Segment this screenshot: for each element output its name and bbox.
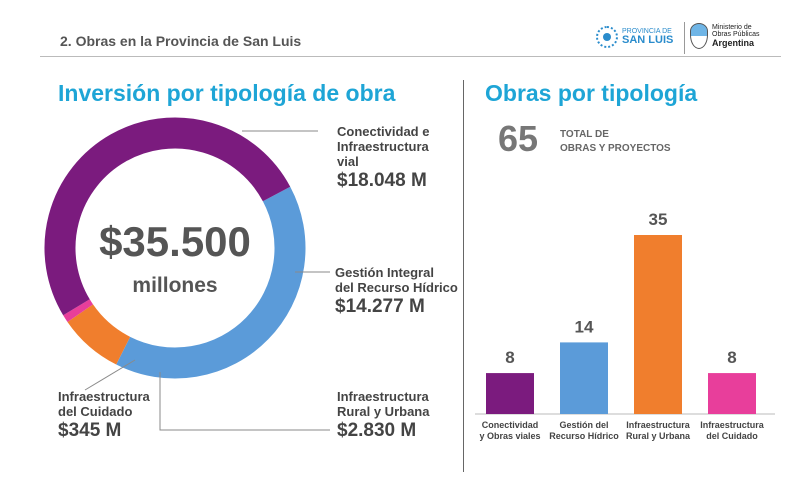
right-panel-title: Obras por tipología [485,80,698,106]
header-divider [40,56,781,57]
category-label-2: Infraestructura Rural y Urbana [626,420,691,441]
callout-recurso-hidrico: Gestión Integral del Recurso Hídrico $14… [335,265,458,319]
callout-rural-urbana-label: Infraestructura Rural y Urbana [337,389,430,419]
sun-icon [596,26,618,48]
total-obras-value: 65 [498,118,539,159]
callout-rural-urbana: Infraestructura Rural y Urbana $2.830 M [337,389,429,443]
coat-of-arms-icon [690,23,708,49]
bar-value-label-3: 8 [727,348,736,367]
logo-ministerio-line1: Ministerio de [712,23,752,31]
callout-conectividad: Conectividad e Infraestructura vial $18.… [337,124,429,193]
donut-slice-rural-urbana [67,303,131,365]
bar-2 [634,235,682,414]
logo-separator [684,22,685,54]
callout-conectividad-value: $18.048 M [337,170,427,191]
obras-bar-chart: 8 Conectividad y Obras viales 14 Gestión del… [475,210,775,441]
bar-1 [560,342,608,414]
callout-cuidado: Infraestructura del Cuidado $345 M [58,389,150,443]
leader-line-cuidado [84,359,136,391]
callout-conectividad-label: Conectividad e Infraestructura vial [337,124,430,169]
page-title: 2. Obras en la Provincia de San Luis [60,33,302,49]
investment-donut-chart [44,117,330,431]
callout-cuidado-value: $345 M [58,420,122,441]
logo-provincia-line1: PROVINCIA DE [622,28,672,35]
donut-center-amount: $35.500 [99,218,251,265]
logo-ministerio-line3: Argentina [712,37,755,48]
bar-value-label-0: 8 [505,348,514,367]
callout-cuidado-label: Infraestructura del Cuidado [58,389,150,419]
donut-slice-cuidado [63,299,94,322]
left-panel-title: Inversión por tipología de obra [58,80,396,106]
callout-recurso-hidrico-value: $14.277 M [335,296,425,317]
category-label-3: Infraestructura del Cuidado [700,420,765,441]
donut-center-unit: millones [132,274,218,297]
bar-value-label-2: 35 [649,210,668,229]
category-label-0: Conectividad y Obras viales [479,420,540,441]
ministerio-logo: Ministerio de Obras Públicas Argentina [690,18,759,54]
provincia-san-luis-logo: PROVINCIA DE SAN LUIS [596,22,673,52]
donut-slice-conectividad [44,117,291,316]
bar-value-label-1: 14 [575,317,594,336]
bar-3 [708,373,756,414]
callout-rural-urbana-value: $2.830 M [337,420,417,441]
bar-0 [486,373,534,414]
donut-slice-recurso-hidrico [116,186,306,379]
callout-recurso-hidrico-label: Gestión Integral del Recurso Hídrico [335,265,458,295]
total-obras-label: TOTAL DE OBRAS Y PROYECTOS [560,129,671,154]
leader-line-rural-urbana [159,372,330,431]
logo-provincia-line2: SAN LUIS [622,34,674,46]
logo-ministerio-line2: Obras Públicas [712,31,760,39]
panel-divider [463,80,464,472]
category-label-1: Gestión del Recurso Hídrico [549,420,619,441]
